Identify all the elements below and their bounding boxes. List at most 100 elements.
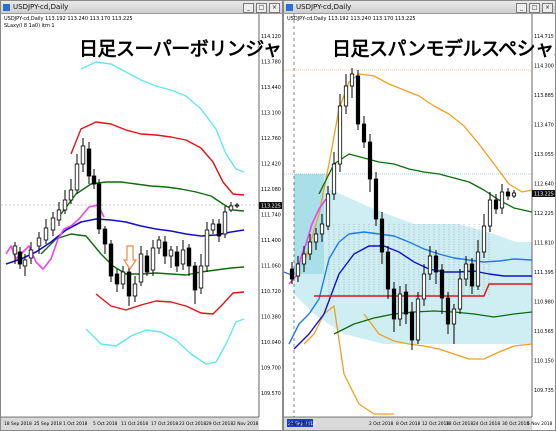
candlestick: [102, 228, 108, 245]
price-tick-label: 112.080: [261, 187, 281, 193]
span-cloud: [294, 174, 532, 344]
price-tick-label: 113.780: [261, 60, 281, 66]
price-tick-label: 111.740: [261, 213, 281, 219]
candlestick: [367, 141, 373, 180]
candlestick: [475, 251, 481, 287]
maximize-button[interactable]: □: [529, 3, 540, 13]
left-window-title: USDJPY-cd,Daily: [13, 3, 69, 11]
candlestick: [409, 311, 415, 341]
candlestick: [355, 75, 361, 125]
date-tick-label: 5 Oct 2018: [93, 421, 118, 427]
price-tick-label: 114.120: [261, 34, 281, 40]
bb-mid-upper: [70, 121, 245, 196]
down-arrow-marker: [122, 245, 138, 271]
candlestick: [50, 217, 56, 231]
right-chart-canvas[interactable]: 114.715 114.300 113.885 113.470 113.055 112.6…: [284, 14, 555, 430]
price-axis: [532, 14, 555, 430]
price-tick-label: 110.980: [534, 300, 554, 306]
candlestick: [174, 251, 180, 267]
candlestick: [301, 253, 307, 265]
candlestick: [186, 247, 192, 267]
chart-app-icon: [3, 4, 10, 11]
left-chart-window[interactable]: USDJPY-cd,Daily _ □ × 114.120 113.780 113.…: [0, 0, 283, 431]
candlestick: [228, 205, 234, 211]
close-button[interactable]: ×: [269, 3, 280, 13]
price-tick-label: 114.715: [534, 34, 554, 40]
price-tick-label: 113.470: [534, 123, 554, 129]
current-price-label: 113.225: [534, 192, 554, 198]
span-cloud-dark: [294, 174, 324, 274]
maximize-button[interactable]: □: [256, 3, 267, 13]
envelope-outer-lower-early: [303, 305, 394, 415]
price-tick-label: 109.570: [261, 391, 281, 397]
date-tick-label: Sep 2018: [289, 421, 310, 427]
candlestick: [36, 237, 42, 247]
candlestick: [132, 283, 138, 297]
candlestick: [222, 211, 228, 235]
candlestick: [499, 191, 505, 209]
date-tick-label: 1 Oct 2018: [63, 421, 88, 427]
candlestick: [337, 105, 343, 165]
minimize-button[interactable]: _: [516, 3, 527, 13]
left-chart-canvas[interactable]: 114.120 113.780 113.440 113.100 112.760 112.4…: [1, 14, 282, 430]
date-tick-label: 2 Nov 2018: [233, 421, 259, 427]
candlestick: [192, 265, 198, 291]
candlestick: [373, 178, 379, 220]
bb-outer-lower: [85, 318, 245, 365]
candlestick: [469, 263, 475, 287]
right-window-title: USDJPY-cd,Daily: [296, 3, 352, 11]
price-tick-label: 113.440: [261, 85, 281, 91]
left-overlay-title: 日足スーパーボリンジャー: [79, 38, 283, 60]
price-tick-label: 110.150: [534, 359, 554, 365]
candlestick: [505, 191, 511, 197]
candlestick: [43, 227, 49, 241]
close-button[interactable]: ×: [542, 3, 553, 13]
candlestick: [120, 271, 126, 285]
candlestick: [295, 263, 301, 277]
current-price-marker: [259, 202, 282, 209]
price-tick-label: 109.700: [261, 366, 281, 372]
envelope-outer-lower: [363, 313, 533, 360]
candlestick: [156, 239, 162, 249]
right-chart-window[interactable]: USDJPY-cd,Daily _ □ × 114.715 114.300 113.…: [283, 0, 556, 431]
right-title-bar[interactable]: USDJPY-cd,Daily _ □ ×: [284, 1, 555, 14]
envelope-inner-lower: [333, 310, 533, 335]
candlestick: [361, 123, 367, 143]
left-indicator-line: SLaxy(l 8 1a0) itm 1: [4, 23, 55, 29]
candlestick: [451, 308, 457, 325]
candlestick: [180, 249, 186, 265]
candlestick: [150, 247, 156, 271]
current-price-label: 113.225: [261, 204, 281, 210]
minimize-button[interactable]: _: [243, 3, 254, 13]
candlestick: [17, 251, 23, 265]
price-tick-label: 112.225: [534, 211, 554, 217]
candlestick: [391, 288, 397, 320]
price-tick-label: 110.720: [261, 289, 281, 295]
price-tick-label: 111.395: [534, 270, 554, 276]
candlestick: [114, 273, 120, 285]
date-tick-label: 25 Sep 2018: [34, 421, 62, 427]
span-blue-dark: [293, 245, 532, 350]
date-tick-label: 17 Oct 2018: [151, 421, 178, 427]
price-tick-label: 112.640: [534, 182, 554, 188]
left-title-bar[interactable]: USDJPY-cd,Daily _ □ ×: [1, 1, 282, 14]
right-info-line: USDJPY-cd,Daily 113.192 113.240 113.170 …: [287, 16, 416, 22]
date-highlight-box: [287, 419, 313, 427]
candlestick: [56, 209, 62, 221]
date-tick-label: 18 Oct 2018: [446, 421, 473, 427]
candlestick: [86, 148, 92, 177]
candlestick: [12, 245, 18, 255]
candlestick: [487, 199, 493, 227]
candlestick: [126, 271, 132, 297]
candlestick: [415, 298, 421, 341]
price-tick-label: 113.100: [261, 111, 281, 117]
candlestick: [216, 223, 222, 237]
candlestick: [403, 291, 409, 315]
candlestick: [349, 73, 355, 87]
price-tick-label: 112.760: [261, 136, 281, 142]
candlestick: [343, 85, 349, 107]
candlestick: [325, 193, 331, 227]
candlestick: [331, 163, 337, 195]
span-red: [314, 283, 532, 297]
candlestick: [493, 199, 499, 210]
